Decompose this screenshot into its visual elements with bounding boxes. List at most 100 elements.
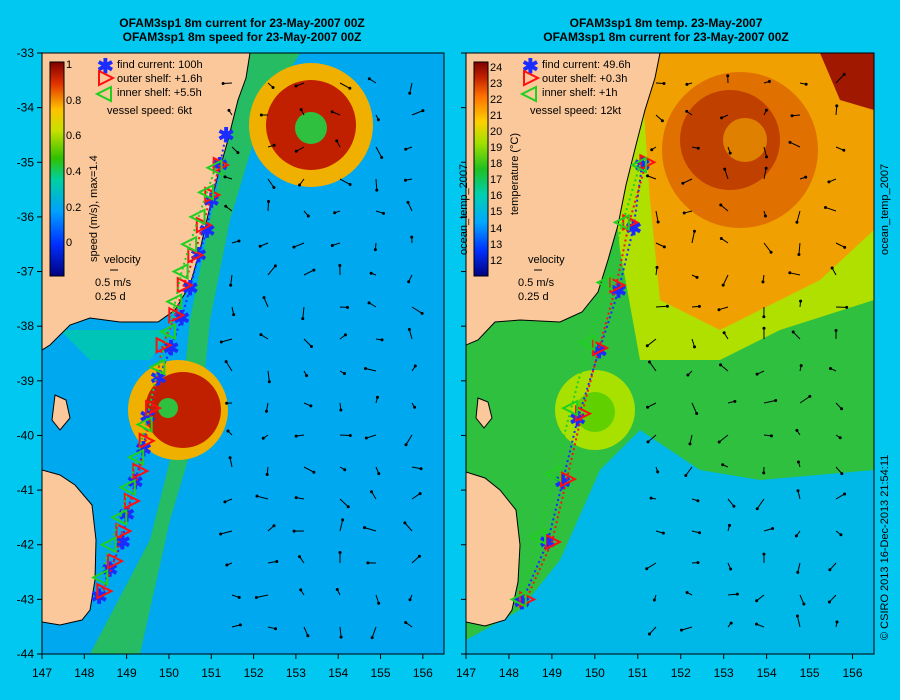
left-velocity-arrowhead	[335, 139, 339, 143]
left-velocity-arrowhead	[225, 563, 229, 567]
left-outer-shelf-point	[155, 336, 173, 354]
right-velocity-arrow	[720, 364, 729, 372]
left-velocity-key: velocity 0.5 m/s 0.25 d	[95, 254, 141, 303]
right-velocity-arrowhead	[755, 372, 759, 376]
right-velocity-arrowhead	[665, 304, 669, 308]
left-ytick-label: -35	[17, 155, 35, 169]
right-velocity-arrow	[647, 175, 657, 180]
right-velocity-arrowhead	[838, 436, 842, 440]
left-velocity-arrowhead	[258, 244, 262, 248]
left-ytick-label: -33	[17, 46, 35, 60]
left-velocity-arrowhead	[271, 85, 275, 89]
left-velocity-arrow	[225, 361, 233, 372]
left-xtick-label: 155	[371, 666, 391, 680]
left-velocity-arrow	[407, 202, 413, 212]
right-velocity-arrowhead	[717, 308, 721, 312]
left-velocity-arrowhead	[343, 468, 347, 472]
left-velocity-arrowhead	[339, 635, 343, 639]
right-velocity-arrowhead	[764, 166, 768, 170]
right-velocity-arrowhead	[656, 470, 660, 474]
left-title-line1: OFAM3sp1 8m current for 23-May-2007 00Z	[119, 16, 365, 30]
right-velocity-arrowhead	[765, 155, 769, 159]
right-velocity-arrowhead	[795, 428, 799, 432]
left-colorbar: 1 0.8 0.6 0.4 0.2 0 speed (m/s), max=1.4	[49, 59, 100, 277]
left-velocity-arrowhead	[375, 188, 379, 192]
left-velocity-arrowhead	[238, 623, 242, 627]
right-colorbar-tick-20: 20	[490, 126, 502, 138]
left-velocity-arrowhead	[294, 84, 298, 88]
right-colorbar-tick-22: 22	[490, 94, 502, 106]
right-velocity-arrowhead	[794, 534, 798, 538]
right-velocity-line1: 0.5 m/s	[518, 277, 555, 289]
left-velocity-arrowhead	[219, 340, 223, 344]
left-velocity-arrowhead	[348, 86, 352, 90]
left-velocity-arrow	[408, 329, 413, 340]
right-velocity-arrowhead	[646, 405, 650, 409]
right-legend: ✱ find current: 49.6h outer shelf: +0.3h…	[519, 56, 631, 117]
right-velocity-arrow	[655, 305, 668, 308]
left-velocity-arrow	[411, 555, 420, 564]
right-velocity-arrow	[799, 594, 805, 605]
left-velocity-arrowhead	[364, 436, 368, 440]
left-island	[51, 394, 71, 431]
left-velocity-arrowhead	[223, 500, 227, 504]
left-velocity-arrow	[303, 466, 315, 473]
right-velocity-arrowhead	[755, 599, 759, 603]
right-velocity-arrowhead	[645, 567, 649, 571]
right-velocity-arrow	[835, 74, 845, 84]
right-velocity-arrow	[681, 626, 693, 631]
right-velocity-arrow	[647, 434, 657, 443]
left-velocity-arrowhead	[421, 109, 425, 113]
right-xtick-label: 147	[456, 666, 476, 680]
right-xtick-label: 150	[585, 666, 605, 680]
left-velocity-arrow	[267, 265, 276, 276]
right-title: OFAM3sp1 8m temp. 23-May-2007 OFAM3sp1 8…	[466, 16, 866, 44]
right-colorbar-tick-24: 24	[490, 62, 502, 74]
right-velocity-arrow	[647, 402, 657, 408]
right-velocity-arrowhead	[655, 265, 659, 269]
right-track-line-asterisk	[520, 164, 644, 603]
right-velocity-arrow	[799, 395, 811, 404]
right-colorbar-tick-17: 17	[490, 174, 502, 186]
right-colorbar-tick-15: 15	[490, 206, 502, 218]
right-inner-shelf-point	[509, 590, 527, 608]
left-velocity-arrowhead	[237, 595, 241, 599]
right-velocity-arrowhead	[835, 104, 839, 108]
left-xtick-label: 148	[74, 666, 94, 680]
right-colorbar-tick-23: 23	[490, 78, 502, 90]
right-velocity-arrow	[835, 493, 845, 500]
left-velocity-arrow	[411, 306, 423, 314]
left-velocity-arrows	[219, 77, 425, 640]
right-velocity-arrowhead	[685, 109, 689, 113]
right-velocity-arrow	[789, 272, 801, 276]
right-colorbar: 24 23 22 21 20 19 18 17 16 15 14 13 12 o…	[458, 61, 521, 277]
left-velocity-arrowhead	[223, 175, 227, 179]
left-velocity-arrowhead	[305, 374, 309, 378]
left-velocity-arrowhead	[363, 367, 367, 371]
right-velocity-arrowhead	[719, 203, 723, 207]
right-xtick-label: 152	[671, 666, 691, 680]
right-velocity-arrowhead	[802, 602, 806, 606]
right-colorbar-side-label: ocean_temp_2007	[458, 164, 470, 255]
right-velocity-arrowhead	[799, 299, 803, 303]
right-velocity-arrowhead	[696, 561, 700, 565]
left-velocity-arrowhead	[418, 492, 422, 496]
left-xtick-label: 152	[244, 666, 264, 680]
left-velocity-arrow	[339, 519, 344, 532]
left-velocity-arrowhead	[221, 82, 225, 86]
right-velocity-arrowhead	[697, 304, 701, 308]
right-velocity-arrow	[796, 210, 801, 223]
right-outer-shelf-point	[622, 213, 640, 231]
left-velocity-line1: 0.5 m/s	[95, 277, 132, 289]
right-velocity-arrowhead	[796, 460, 800, 464]
left-velocity-arrowhead	[404, 620, 408, 624]
left-colorbar-tick-0: 0	[66, 237, 72, 249]
right-velocity-arrowhead	[796, 570, 800, 574]
right-velocity-arrowhead	[762, 471, 766, 475]
right-velocity-arrow	[720, 204, 729, 212]
right-velocity-arrowhead	[719, 363, 723, 367]
left-velocity-arrowhead	[292, 529, 296, 533]
right-velocity-arrow	[763, 399, 776, 404]
left-velocity-arrowhead	[348, 183, 352, 187]
left-velocity-arrowhead	[272, 186, 276, 190]
